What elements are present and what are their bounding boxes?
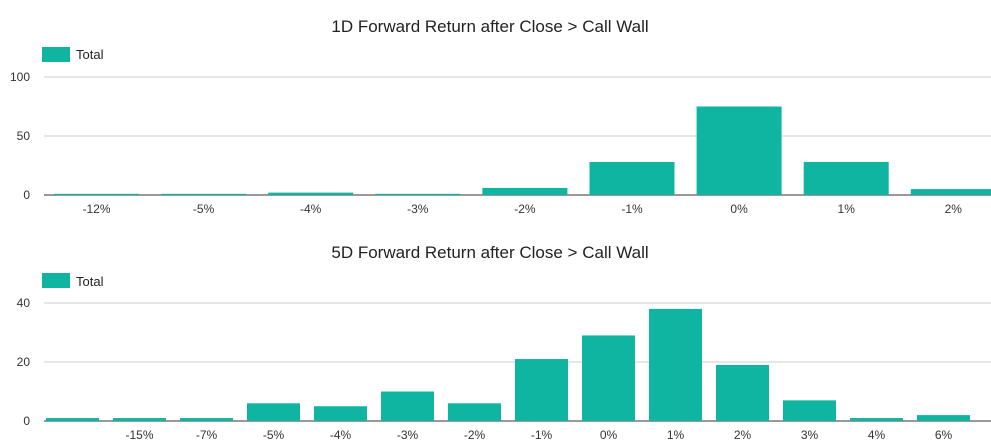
chart-1-title: 1D Forward Return after Close > Call Wal… bbox=[331, 17, 648, 36]
chart-1-bar-6[interactable] bbox=[696, 106, 782, 196]
chart-1-legend-label[interactable]: Total bbox=[76, 47, 104, 62]
chart-1-x-tick-label: -5% bbox=[193, 202, 215, 216]
chart-2-x-tick-label: -5% bbox=[263, 428, 285, 442]
chart-2-y-tick-label: 40 bbox=[17, 296, 31, 310]
chart-2-bar-10[interactable] bbox=[716, 364, 769, 421]
chart-1-y-tick-label: 0 bbox=[23, 188, 30, 202]
chart-1-bar-0[interactable] bbox=[54, 193, 139, 195]
chart-2-bar-5[interactable] bbox=[381, 391, 434, 422]
chart-2-x-tick-label: 0% bbox=[600, 428, 618, 442]
chart-5d-forward-return: 5D Forward Return after Close > Call Wal… bbox=[17, 243, 991, 442]
chart-2-bars bbox=[46, 308, 970, 422]
chart-2-bar-13[interactable] bbox=[917, 415, 970, 421]
chart-2-legend-label[interactable]: Total bbox=[76, 274, 104, 289]
chart-2-x-tick-label: 2% bbox=[734, 428, 752, 442]
chart-1-y-ticks: 0 50 100 bbox=[10, 70, 30, 202]
chart-2-bar-11[interactable] bbox=[783, 400, 836, 421]
chart-1-bar-3[interactable] bbox=[375, 193, 461, 195]
chart-1-x-tick-label: -3% bbox=[407, 202, 429, 216]
chart-2-bar-4[interactable] bbox=[314, 406, 367, 421]
chart-2-legend-swatch bbox=[42, 273, 70, 288]
chart-1-x-tick-label: 1% bbox=[838, 202, 856, 216]
chart-2-bar-9[interactable] bbox=[649, 308, 702, 421]
chart-1-bar-7[interactable] bbox=[803, 161, 889, 195]
chart-2-y-tick-label: 0 bbox=[23, 414, 30, 428]
chart-1-x-tick-label: -1% bbox=[621, 202, 643, 216]
chart-1-x-tick-label: -12% bbox=[82, 202, 110, 216]
chart-1-x-ticks: -12% -5% -4% -3% -2% -1% 0% 1% 2% bbox=[82, 202, 962, 216]
chart-1-bar-4[interactable] bbox=[482, 187, 568, 195]
chart-2-bar-2[interactable] bbox=[180, 418, 233, 421]
chart-2-x-tick-label: -4% bbox=[330, 428, 352, 442]
chart-1d-forward-return: 1D Forward Return after Close > Call Wal… bbox=[10, 17, 991, 216]
chart-1-bar-2[interactable] bbox=[268, 192, 354, 195]
chart-2-bar-1[interactable] bbox=[113, 418, 166, 421]
chart-1-bar-8[interactable] bbox=[910, 189, 991, 195]
chart-2-bar-3[interactable] bbox=[247, 403, 300, 421]
chart-2-x-ticks: -15% -7% -5% -4% -3% -2% -1% 0% 1% 2% 3% 4% 6% bbox=[125, 428, 952, 442]
chart-2-bar-12[interactable] bbox=[850, 418, 903, 421]
chart-1-y-tick-label: 50 bbox=[17, 129, 31, 143]
chart-2-x-tick-label: -7% bbox=[196, 428, 218, 442]
chart-1-y-tick-label: 100 bbox=[10, 70, 30, 84]
chart-2-bar-0[interactable] bbox=[46, 418, 99, 421]
chart-1-x-tick-label: 0% bbox=[730, 202, 748, 216]
chart-2-bar-7[interactable] bbox=[515, 359, 568, 421]
chart-2-title: 5D Forward Return after Close > Call Wal… bbox=[331, 243, 648, 262]
chart-1-x-tick-label: -2% bbox=[514, 202, 536, 216]
chart-1-bars bbox=[54, 106, 991, 196]
chart-1-x-tick-label: -4% bbox=[300, 202, 322, 216]
chart-2-x-tick-label: 3% bbox=[801, 428, 819, 442]
chart-2-x-tick-label: -2% bbox=[464, 428, 486, 442]
chart-2-bar-8[interactable] bbox=[582, 335, 635, 421]
chart-2-x-tick-label: -15% bbox=[125, 428, 153, 442]
chart-2-x-tick-label: -3% bbox=[397, 428, 419, 442]
chart-1-legend-swatch bbox=[42, 47, 70, 62]
chart-1-bar-5[interactable] bbox=[589, 161, 675, 195]
chart-1-x-tick-label: 2% bbox=[945, 202, 963, 216]
chart-2-y-ticks: 0 20 40 bbox=[17, 296, 31, 428]
chart-2-x-tick-label: 6% bbox=[935, 428, 953, 442]
chart-2-x-tick-label: 4% bbox=[868, 428, 886, 442]
chart-1-bar-1[interactable] bbox=[161, 193, 247, 195]
chart-2-x-tick-label: -1% bbox=[531, 428, 553, 442]
chart-2-x-tick-label: 1% bbox=[667, 428, 685, 442]
chart-2-bar-6[interactable] bbox=[448, 403, 501, 421]
chart-2-y-tick-label: 20 bbox=[17, 355, 31, 369]
